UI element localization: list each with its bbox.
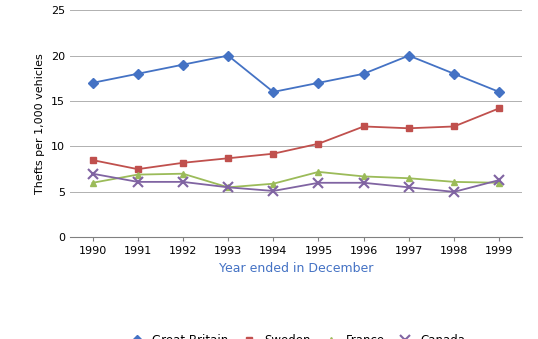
- France: [315, 170, 322, 174]
- Canada: [406, 185, 412, 190]
- France: [406, 176, 412, 180]
- Great Britain: [134, 72, 141, 76]
- Canada: [360, 181, 367, 185]
- France: [360, 174, 367, 178]
- Great Britain: [89, 81, 96, 85]
- Sweden: [225, 156, 231, 160]
- X-axis label: Year ended in December: Year ended in December: [219, 262, 373, 275]
- France: [89, 181, 96, 185]
- France: [270, 182, 277, 186]
- France: [180, 172, 186, 176]
- France: [134, 173, 141, 177]
- Great Britain: [451, 72, 457, 76]
- France: [496, 181, 502, 185]
- Line: Canada: Canada: [88, 169, 504, 197]
- Canada: [451, 190, 457, 194]
- Canada: [180, 180, 186, 184]
- Great Britain: [315, 81, 322, 85]
- France: [225, 185, 231, 190]
- Great Britain: [270, 90, 277, 94]
- Great Britain: [180, 63, 186, 67]
- Line: France: France: [89, 168, 502, 191]
- Sweden: [134, 167, 141, 171]
- Great Britain: [406, 54, 412, 58]
- Y-axis label: Thefts per 1,000 vehicles: Thefts per 1,000 vehicles: [36, 53, 45, 194]
- France: [451, 180, 457, 184]
- Sweden: [451, 124, 457, 128]
- Sweden: [270, 152, 277, 156]
- Canada: [496, 178, 502, 182]
- Great Britain: [360, 72, 367, 76]
- Sweden: [89, 158, 96, 162]
- Line: Great Britain: Great Britain: [89, 52, 502, 95]
- Legend: Great Britain, Sweden, France, Canada: Great Britain, Sweden, France, Canada: [122, 330, 470, 339]
- Great Britain: [496, 90, 502, 94]
- Sweden: [360, 124, 367, 128]
- Canada: [134, 180, 141, 184]
- Sweden: [180, 161, 186, 165]
- Great Britain: [225, 54, 231, 58]
- Sweden: [406, 126, 412, 130]
- Canada: [89, 172, 96, 176]
- Sweden: [496, 106, 502, 110]
- Canada: [225, 185, 231, 190]
- Sweden: [315, 142, 322, 146]
- Line: Sweden: Sweden: [89, 105, 502, 173]
- Canada: [270, 189, 277, 193]
- Canada: [315, 181, 322, 185]
